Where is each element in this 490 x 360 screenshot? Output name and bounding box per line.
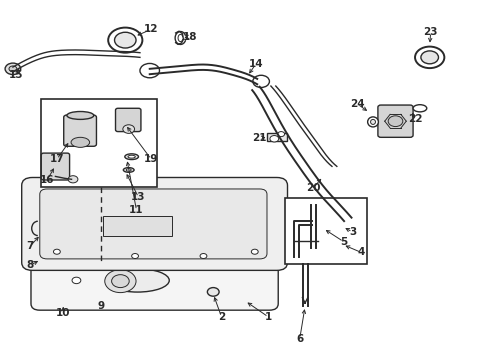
FancyBboxPatch shape <box>40 189 267 259</box>
Text: 8: 8 <box>26 260 34 270</box>
Text: 20: 20 <box>306 183 320 193</box>
Text: 9: 9 <box>98 301 104 311</box>
Ellipse shape <box>126 169 131 171</box>
Bar <box>267 133 287 140</box>
Text: 7: 7 <box>26 241 34 251</box>
Ellipse shape <box>370 120 375 125</box>
Circle shape <box>105 270 136 293</box>
Circle shape <box>421 51 439 64</box>
FancyBboxPatch shape <box>64 115 97 146</box>
Circle shape <box>270 135 279 142</box>
FancyBboxPatch shape <box>116 108 141 132</box>
Circle shape <box>68 176 78 183</box>
Circle shape <box>388 116 403 127</box>
Bar <box>285 198 367 264</box>
Ellipse shape <box>128 155 135 158</box>
Text: 15: 15 <box>9 70 24 80</box>
Text: 18: 18 <box>183 32 197 41</box>
Circle shape <box>112 275 129 288</box>
Text: 4: 4 <box>358 247 365 257</box>
Text: 1: 1 <box>265 312 272 322</box>
FancyBboxPatch shape <box>31 256 278 310</box>
Circle shape <box>415 46 444 68</box>
Text: 5: 5 <box>340 237 347 247</box>
Text: 13: 13 <box>131 192 146 202</box>
Text: 19: 19 <box>144 154 158 164</box>
Circle shape <box>132 253 139 258</box>
Circle shape <box>278 132 285 136</box>
Text: 12: 12 <box>144 24 158 35</box>
Bar <box>41 99 157 187</box>
Text: 24: 24 <box>350 99 365 109</box>
Text: 16: 16 <box>40 175 54 185</box>
FancyBboxPatch shape <box>378 105 413 137</box>
FancyBboxPatch shape <box>22 177 288 270</box>
Circle shape <box>115 32 136 48</box>
Text: 6: 6 <box>296 334 303 344</box>
FancyBboxPatch shape <box>41 153 70 180</box>
Ellipse shape <box>368 117 378 127</box>
Text: 10: 10 <box>56 308 71 318</box>
Circle shape <box>9 66 17 72</box>
Text: 21: 21 <box>252 133 267 143</box>
Text: 2: 2 <box>218 312 225 322</box>
Ellipse shape <box>106 269 169 292</box>
Text: 23: 23 <box>423 27 438 37</box>
Bar <box>103 216 172 235</box>
Text: 11: 11 <box>129 206 144 216</box>
Ellipse shape <box>71 137 90 147</box>
Ellipse shape <box>413 105 427 112</box>
Circle shape <box>140 63 159 78</box>
Circle shape <box>253 75 270 87</box>
Circle shape <box>108 28 143 53</box>
Circle shape <box>53 249 60 254</box>
Circle shape <box>5 63 21 75</box>
Text: 14: 14 <box>248 59 263 69</box>
Circle shape <box>123 125 135 134</box>
Ellipse shape <box>67 112 94 120</box>
Ellipse shape <box>123 168 134 172</box>
Text: 17: 17 <box>49 154 64 164</box>
Circle shape <box>200 253 207 258</box>
Text: 22: 22 <box>408 114 422 124</box>
Circle shape <box>207 288 219 296</box>
Text: 3: 3 <box>349 227 356 237</box>
Circle shape <box>72 277 81 284</box>
Ellipse shape <box>125 154 139 159</box>
Circle shape <box>251 249 258 254</box>
